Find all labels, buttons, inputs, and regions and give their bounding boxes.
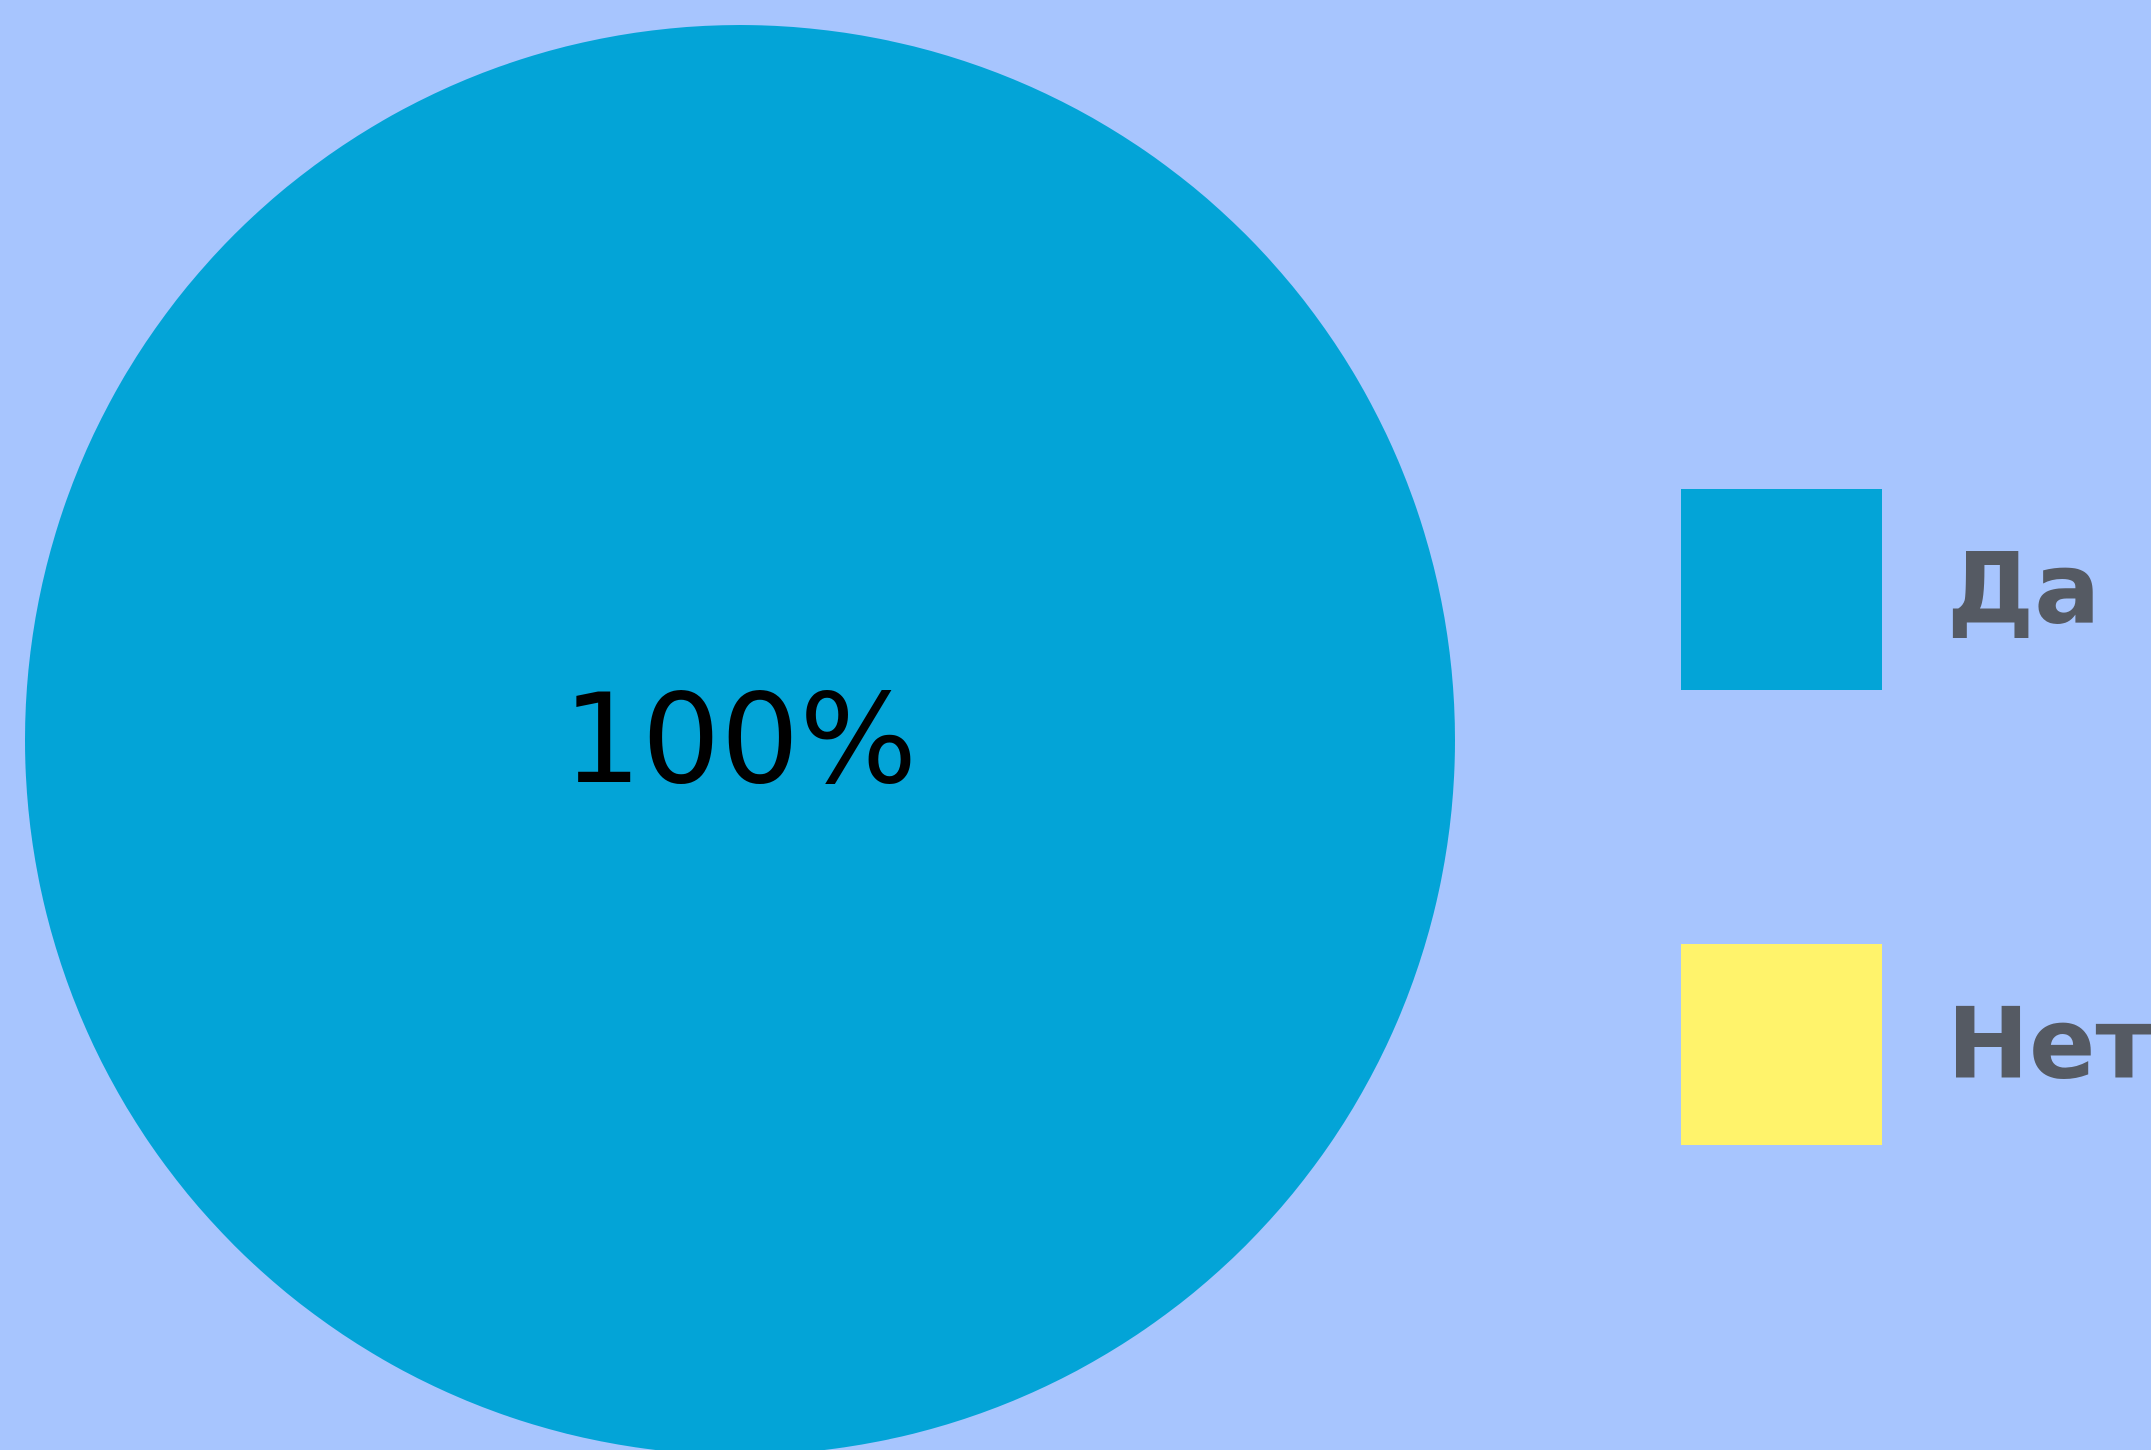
- legend: Да Нет: [1681, 489, 2151, 1145]
- legend-label-1: Нет: [1947, 988, 2151, 1102]
- slice-value-label-0: 100%: [563, 668, 918, 812]
- legend-swatch-0: [1681, 489, 1882, 690]
- legend-label-0: Да: [1947, 533, 2100, 647]
- pie-area: 100%: [25, 25, 1455, 1450]
- legend-swatch-1: [1681, 944, 1882, 1145]
- pie-slice-0: [25, 25, 1455, 1450]
